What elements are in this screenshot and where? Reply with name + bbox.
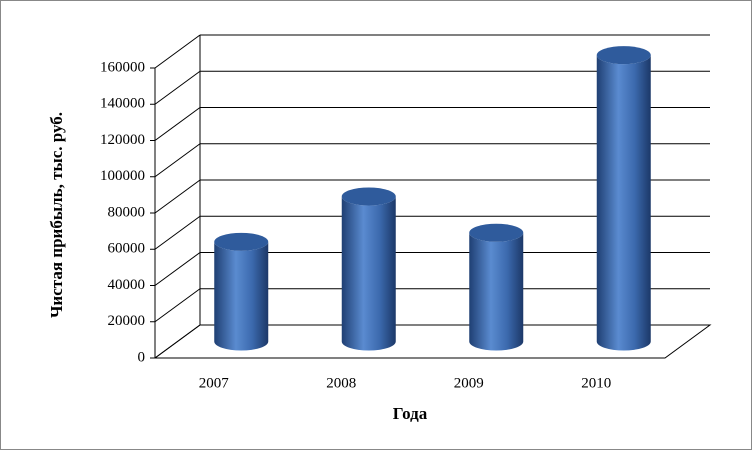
- grid-line: [154, 70, 201, 105]
- grid-line: [154, 107, 201, 141]
- y-tick-label: 140000: [100, 96, 145, 112]
- grid-line: [154, 143, 201, 178]
- bar: [341, 196, 396, 351]
- bar-top: [469, 223, 524, 242]
- x-tick-label: 2010: [581, 375, 611, 391]
- grid-line: [154, 179, 201, 214]
- x-axis-title: Года: [393, 404, 428, 423]
- y-tick-label: 0: [138, 349, 146, 365]
- grid-line: [154, 288, 201, 323]
- grid-line: [154, 324, 201, 359]
- y-tick-label: 100000: [100, 168, 145, 184]
- bar-top: [214, 232, 269, 251]
- bar: [469, 232, 524, 351]
- bar: [214, 241, 269, 351]
- bar-top: [341, 187, 396, 206]
- y-axis-title: Чистая прибыль, тыс. руб.: [47, 112, 66, 318]
- y-tick-label: 120000: [100, 132, 145, 148]
- y-tick-label: 60000: [108, 241, 146, 257]
- x-tick-label: 2007: [199, 375, 230, 391]
- grid-line: [154, 252, 201, 286]
- x-tick-label: 2009: [454, 375, 484, 391]
- y-tick-label: 80000: [108, 204, 146, 220]
- bar: [596, 55, 651, 351]
- x-tick-label: 2008: [326, 375, 356, 391]
- y-tick-label: 20000: [108, 313, 146, 329]
- grid-line: [154, 34, 201, 69]
- y-tick-label: 160000: [100, 59, 145, 75]
- bar-top: [596, 46, 651, 65]
- grid-line: [154, 215, 201, 250]
- y-tick-label: 40000: [108, 277, 146, 293]
